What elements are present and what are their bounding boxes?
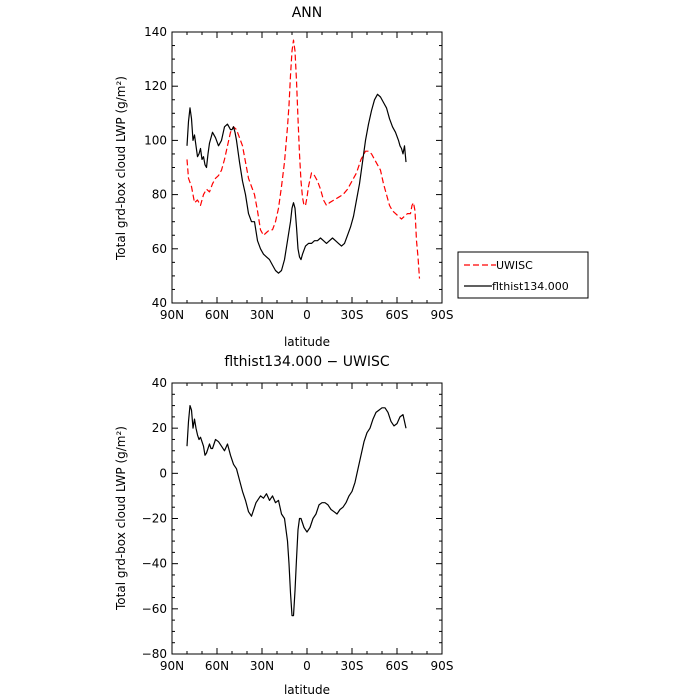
bottom-x-tick-label: 60S [386,659,409,673]
bottom-x-tick-label: 90S [431,659,454,673]
top-y-axis-label: Total grd-box cloud LWP (g/m²) [114,76,128,261]
top-y-tick-label: 120 [144,79,167,93]
top-series-line-uwisc [186,39,421,279]
bottom-y-tick-label: 40 [152,376,167,390]
top-y-tick-label: 40 [152,296,167,310]
top-line-chart: ANN 90N 60N 30N 0 30S 60S 90S 40 60 80 100 120 140 l… [114,5,589,349]
top-axes: 90N 60N 30N 0 30S 60S 90S 40 60 80 100 120 140 [144,25,453,322]
bottom-x-tick-label: 90N [160,659,184,673]
bottom-series-group [186,405,407,617]
bottom-x-tick-label: 0 [303,659,311,673]
bottom-y-tick-label: −60 [142,602,167,616]
bottom-y-tick-label: 20 [152,421,167,435]
legend-label-uwisc: UWISC [496,259,533,272]
bottom-axes: 90N 60N 30N 0 30S 60S 90S −80 −60 −40 −20 0 20 40 [142,376,454,673]
bottom-y-tick-label: −40 [142,557,167,571]
bottom-x-axis-label: latitude [284,683,330,697]
bottom-y-tick-label: −20 [142,512,167,526]
top-x-tick-label: 90S [431,308,454,322]
top-x-tick-label: 30N [250,308,274,322]
bottom-plot-frame [171,382,443,655]
top-x-axis-label: latitude [284,335,330,349]
bottom-series-line-0 [186,405,407,617]
top-x-tick-label: 90N [160,308,184,322]
bottom-y-tick-label: 0 [159,466,167,480]
top-y-tick-label: 80 [152,188,167,202]
top-series-group [186,39,421,279]
top-legend: UWISC flthist134.000 [457,251,589,299]
legend-label-flthist: flthist134.000 [492,280,569,293]
top-x-tick-label: 60S [386,308,409,322]
top-x-tick-label: 0 [303,308,311,322]
bottom-x-tick-label: 30S [341,659,364,673]
top-y-tick-label: 100 [144,133,167,147]
top-series-line-flthist134-000 [186,93,407,274]
bottom-y-axis-label: Total grd-box cloud LWP (g/m²) [114,426,128,611]
top-x-tick-label: 60N [205,308,229,322]
bottom-y-tick-label: −80 [142,647,167,661]
top-chart-title: ANN [292,5,323,21]
top-x-tick-label: 30S [341,308,364,322]
bottom-x-tick-label: 30N [250,659,274,673]
legend-box [457,251,589,299]
bottom-x-tick-label: 60N [205,659,229,673]
bottom-chart-title: flthist134.000 − UWISC [224,354,389,370]
top-y-tick-label: 140 [144,25,167,39]
top-y-tick-label: 60 [152,242,167,256]
bottom-line-chart: flthist134.000 − UWISC 90N 60N 30N 0 30S 60S 9… [114,354,453,697]
top-plot-frame [171,31,443,304]
